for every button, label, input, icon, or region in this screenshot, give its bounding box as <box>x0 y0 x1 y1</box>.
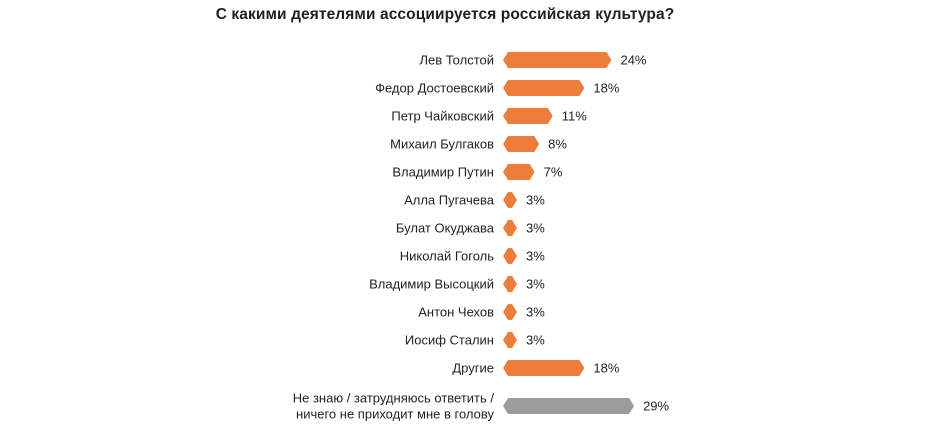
value-label: 7% <box>544 165 563 180</box>
bar <box>503 398 635 414</box>
bar <box>503 192 517 208</box>
value-label: 3% <box>526 249 545 264</box>
bar <box>503 276 517 292</box>
bar <box>503 220 517 236</box>
value-label: 8% <box>548 137 567 152</box>
bar <box>503 304 517 320</box>
category-label: Федор Достоевский <box>375 81 494 96</box>
value-label: 18% <box>593 361 619 376</box>
category-label: Николай Гоголь <box>400 249 495 264</box>
bar <box>503 52 612 68</box>
value-label: 29% <box>643 399 669 414</box>
bar <box>503 332 517 348</box>
value-label: 18% <box>593 81 619 96</box>
value-label: 3% <box>526 277 545 292</box>
value-label: 3% <box>526 305 545 320</box>
category-label: Иосиф Сталин <box>405 333 494 348</box>
category-label: Не знаю / затрудняюсь ответить / <box>293 391 495 406</box>
value-label: 24% <box>620 53 646 68</box>
value-label: 3% <box>526 333 545 348</box>
value-label: 11% <box>562 109 587 124</box>
bar <box>503 136 540 152</box>
category-label: Лев Толстой <box>419 53 494 68</box>
value-label: 3% <box>526 221 545 236</box>
bar <box>503 360 585 376</box>
category-label: Петр Чайковский <box>391 109 494 124</box>
value-label: 3% <box>526 193 545 208</box>
bar <box>503 164 535 180</box>
chart-title: С какими деятелями ассоциируется российс… <box>215 6 675 23</box>
bar <box>503 108 553 124</box>
category-label: Алла Пугачева <box>404 193 495 208</box>
category-label: Михаил Булгаков <box>390 137 494 152</box>
category-label: ничего не приходит мне в голову <box>296 407 494 422</box>
category-label: Булат Окуджава <box>396 221 495 236</box>
category-label: Владимир Путин <box>392 165 494 180</box>
bar <box>503 80 585 96</box>
bar <box>503 248 517 264</box>
category-label: Другие <box>452 361 494 376</box>
category-label: Владимир Высоцкий <box>369 277 494 292</box>
category-label: Антон Чехов <box>418 305 494 320</box>
